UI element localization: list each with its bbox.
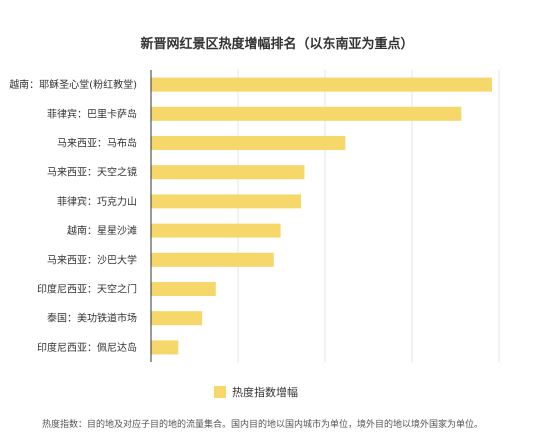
category-label: 菲律宾：巧克力山	[57, 195, 137, 208]
bar	[151, 106, 462, 121]
category-label: 马来西亚：沙巴大学	[47, 253, 137, 266]
bar	[151, 252, 274, 267]
category-label: 马来西亚：马布岛	[57, 137, 137, 150]
category-label: 印度尼西亚：天空之门	[37, 283, 137, 296]
category-label: 印度尼西亚：佩尼达岛	[37, 341, 137, 354]
bar	[151, 136, 346, 150]
bar	[151, 77, 492, 92]
category-label: 越南：星星沙滩	[67, 224, 137, 237]
bar	[151, 194, 302, 209]
category-label: 越南：耶稣圣心堂(粉红教堂)	[9, 78, 137, 91]
bar	[151, 165, 305, 180]
bar-series	[151, 77, 492, 355]
chart-title: 新晋网红景区热度增幅排名（以东南亚为重点）	[140, 36, 413, 52]
bar	[151, 340, 179, 355]
category-labels: 越南：耶稣圣心堂(粉红教堂) 菲律宾：巴里卡萨岛马来西亚：马布岛马来西亚：天空之镜…	[9, 78, 137, 354]
category-label: 马来西亚：天空之镜	[47, 166, 137, 179]
legend-label: 热度指数增幅	[232, 385, 298, 399]
legend-swatch	[214, 386, 226, 398]
legend: 热度指数增幅	[214, 385, 298, 399]
category-label: 泰国：美功铁道市场	[47, 312, 137, 325]
bar	[151, 282, 216, 296]
footnote: 热度指数：目的地及对应子目的地的流量集合。国内目的地以国内城市为单位，境外目的地…	[42, 418, 483, 430]
bar	[151, 311, 203, 326]
bar	[151, 223, 281, 238]
category-label: 菲律宾：巴里卡萨岛	[47, 107, 137, 120]
